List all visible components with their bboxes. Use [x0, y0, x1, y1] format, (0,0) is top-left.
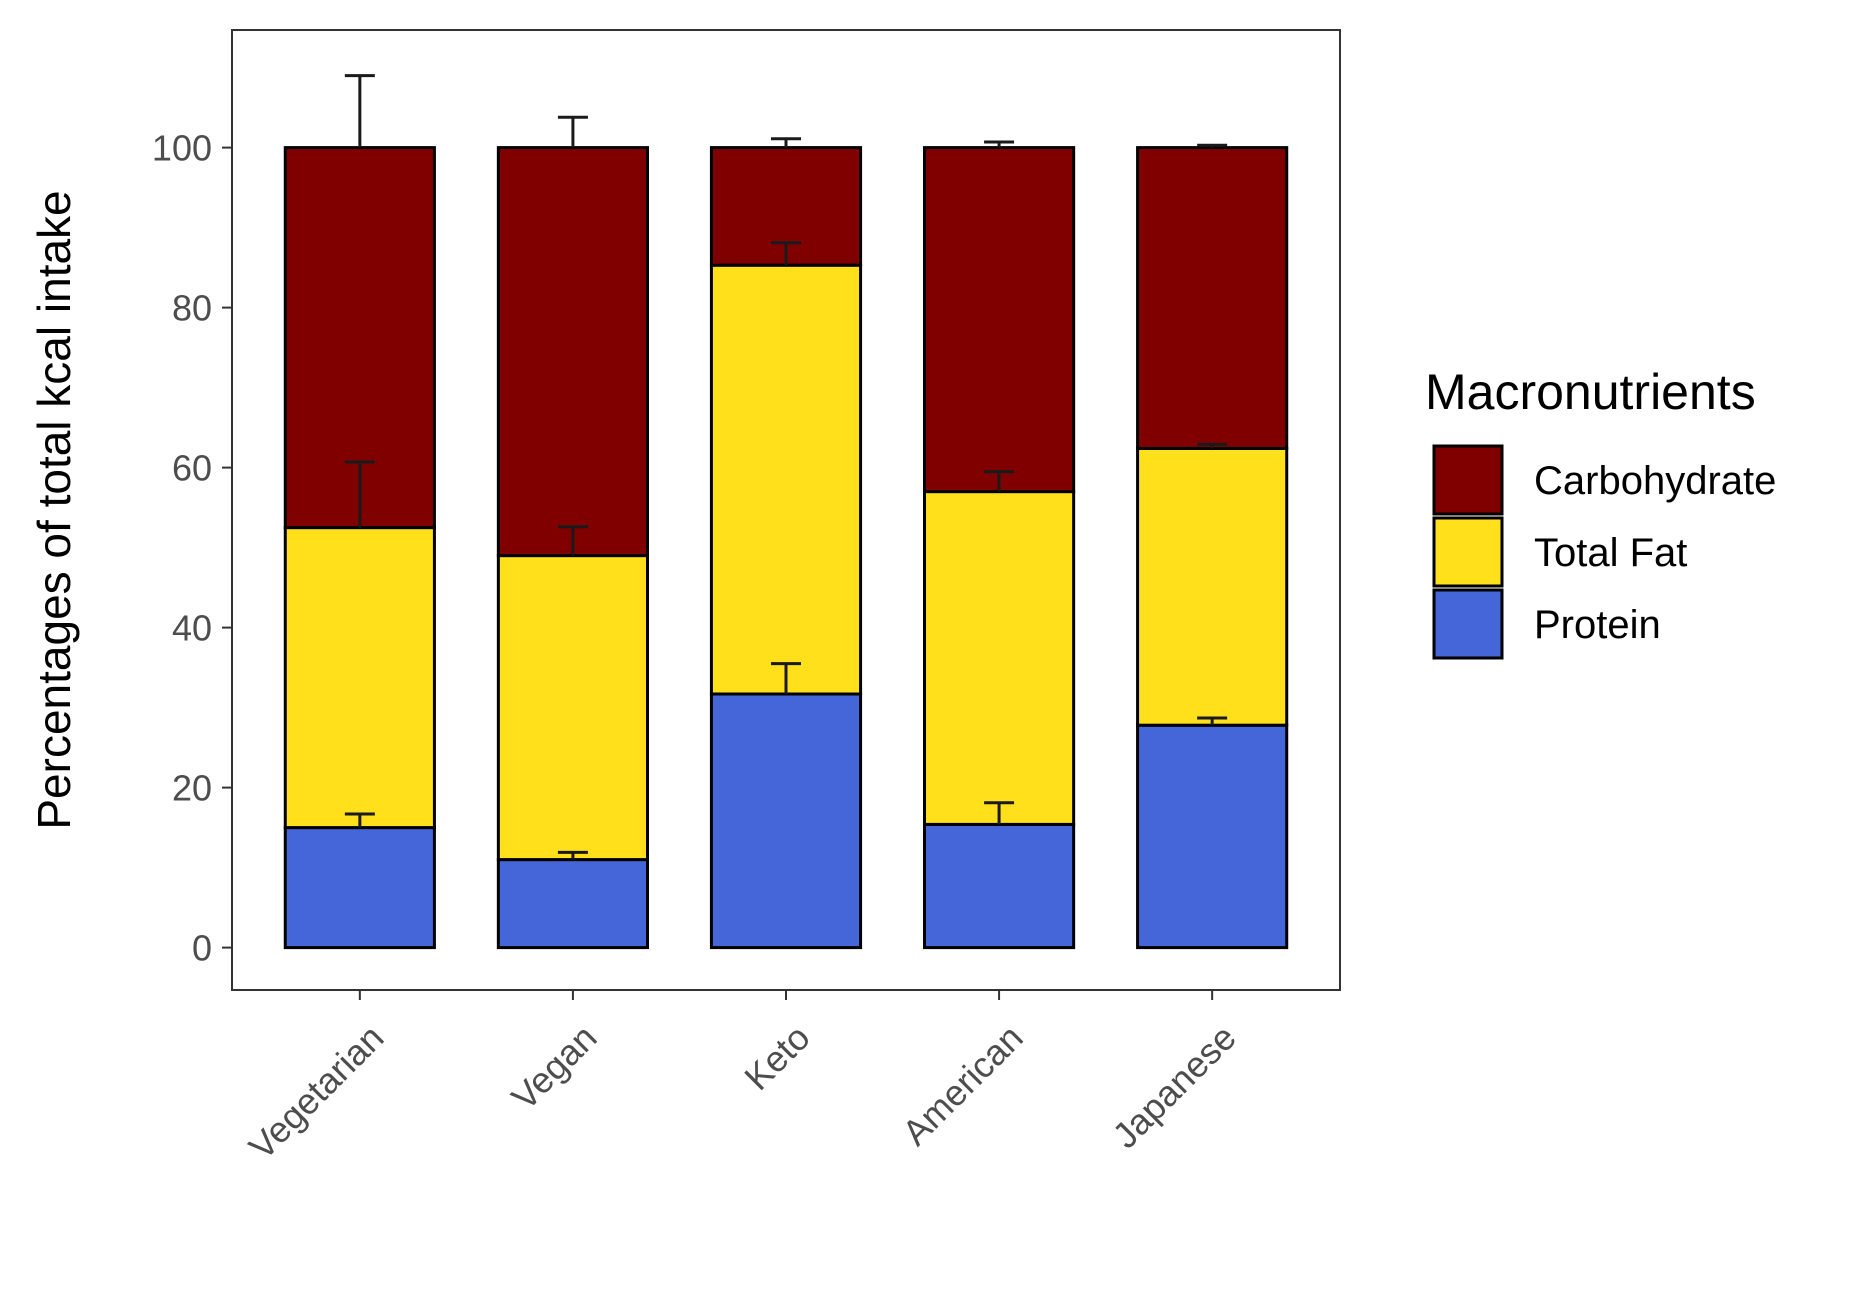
error-bar-keto-protein: [771, 662, 801, 694]
legend-title: Macronutrients: [1425, 364, 1756, 420]
y-axis-title: Percentages of total kcal intake: [28, 190, 80, 829]
legend-swatch-total-fat: [1432, 516, 1504, 588]
legend-label-carbohydrate: Carbohydrate: [1534, 459, 1776, 503]
error-bar-vegetarian-protein: [344, 812, 375, 828]
legend-label-total-fat: Total Fat: [1534, 531, 1687, 575]
y-tick-label: 0: [192, 928, 212, 969]
error-bar-japanese-carbohydrate: [1197, 143, 1228, 148]
bar-american-total-fat: [923, 490, 1076, 826]
error-bar-vegetarian-total-fat: [344, 460, 375, 528]
legend: Macronutrients Carbohydrate Total Fat Prot…: [1425, 364, 1776, 660]
error-bar-vegan-total-fat: [557, 525, 588, 556]
legend-swatch-carbohydrate: [1432, 444, 1504, 516]
bar-american-protein: [923, 822, 1076, 950]
bar-vegan-total-fat: [496, 554, 649, 862]
y-tick-label: 100: [152, 128, 212, 169]
error-bar-japanese-protein: [1197, 716, 1228, 726]
y-tick-label: 40: [172, 608, 212, 649]
bar-japanese-protein: [1136, 723, 1289, 950]
x-axis: Vegetarian Vegan Keto American Japanese: [241, 990, 1244, 1167]
bar-japanese-carbohydrate: [1136, 146, 1289, 450]
y-axis: 0 20 40 60 80 100: [152, 128, 232, 969]
bar-american-carbohydrate: [923, 146, 1076, 494]
legend-label-protein: Protein: [1534, 603, 1661, 647]
x-tick-label-vegan: Vegan: [503, 1017, 604, 1118]
bars-layer: [283, 74, 1289, 950]
error-bar-keto-total-fat: [771, 241, 801, 266]
error-bar-keto-carbohydrate: [771, 137, 801, 148]
error-bar-vegetarian-carbohydrate: [344, 74, 375, 148]
x-tick-label-keto: Keto: [736, 1017, 817, 1098]
bar-keto-total-fat: [709, 263, 863, 696]
bar-japanese-total-fat: [1136, 446, 1289, 727]
bar-vegan-carbohydrate: [496, 146, 649, 558]
error-bar-american-total-fat: [984, 470, 1015, 492]
error-bar-japanese-total-fat: [1197, 442, 1228, 449]
error-bar-american-protein: [984, 801, 1015, 825]
y-tick-label: 80: [172, 288, 212, 329]
y-tick-label: 20: [172, 768, 212, 809]
error-bar-american-carbohydrate: [984, 140, 1015, 148]
x-tick-label-american: American: [894, 1017, 1031, 1154]
x-tick-label-vegetarian: Vegetarian: [241, 1017, 392, 1168]
y-tick-label: 60: [172, 448, 212, 489]
x-tick-label-japanese: Japanese: [1104, 1017, 1243, 1156]
bar-vegan-protein: [496, 858, 649, 950]
bar-vegetarian-protein: [283, 826, 436, 950]
error-bar-vegan-carbohydrate: [557, 115, 588, 148]
legend-swatch-protein: [1432, 588, 1504, 660]
error-bar-vegan-protein: [557, 850, 588, 860]
bar-vegetarian-total-fat: [283, 526, 436, 830]
bar-keto-protein: [709, 692, 863, 950]
